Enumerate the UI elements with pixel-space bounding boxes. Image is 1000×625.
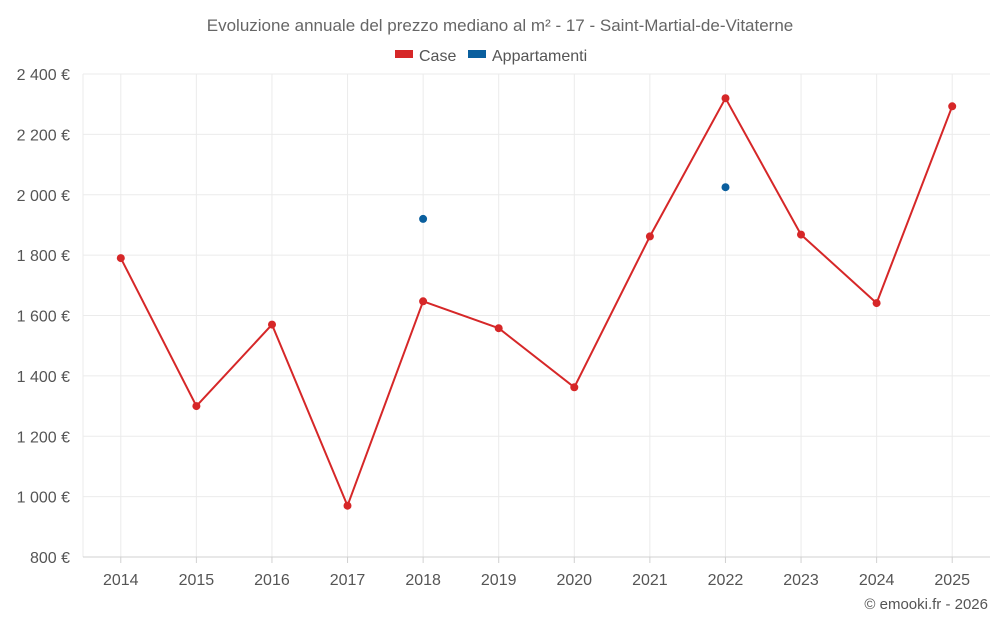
data-point-appartamenti-2018[interactable] [419, 214, 428, 223]
x-tick-label: 2022 [708, 572, 744, 589]
data-point-case-2025[interactable] [948, 102, 957, 111]
x-tick-label: 2021 [632, 572, 668, 589]
data-point-case-2020[interactable] [570, 383, 579, 392]
credit: © emooki.fr - 2026 [864, 596, 988, 613]
data-point-case-2021[interactable] [645, 232, 654, 241]
y-tick-label: 1 600 € [17, 309, 70, 326]
data-point-case-2016[interactable] [268, 320, 276, 329]
x-tick-label: 2025 [934, 572, 970, 589]
legend-label-case[interactable]: Case [419, 48, 456, 65]
legend-label-appartamenti[interactable]: Appartamenti [492, 48, 587, 65]
data-point-case-2023[interactable] [797, 230, 805, 239]
y-tick-label: 2 000 € [17, 188, 70, 205]
x-tick-label: 2017 [330, 572, 366, 589]
y-tick-label: 2 400 € [17, 67, 70, 84]
y-tick-label: 2 200 € [17, 127, 70, 144]
x-tick-label: 2015 [179, 572, 215, 589]
grid [82, 73, 990, 557]
x-tick-label: 2019 [481, 572, 517, 589]
x-tick-label: 2024 [859, 572, 895, 589]
y-tick-label: 1 000 € [17, 490, 70, 507]
legend-swatch-case [395, 50, 413, 58]
chart-title: Evoluzione annuale del prezzo mediano al… [207, 16, 794, 35]
x-tick-label: 2020 [556, 572, 592, 589]
series-line-case [119, 97, 954, 507]
series [116, 94, 957, 510]
x-tick-label: 2014 [103, 572, 139, 589]
data-point-case-2022[interactable] [721, 94, 730, 103]
data-point-case-2014[interactable] [116, 254, 125, 263]
data-point-appartamenti-2022[interactable] [721, 183, 730, 192]
data-point-case-2024[interactable] [872, 299, 881, 308]
x-tick-label: 2016 [254, 572, 290, 589]
axes: 800 € 1 000 € 1 200 € 1 400 € 1 600 € 1 800 €… [17, 67, 990, 589]
data-point-case-2015[interactable] [192, 402, 201, 411]
y-tick-label: 800 € [30, 550, 70, 567]
data-point-case-2019[interactable] [494, 324, 503, 333]
y-tick-label: 1 800 € [17, 248, 70, 265]
y-tick-label: 1 400 € [17, 369, 70, 386]
x-tick-label: 2018 [405, 572, 441, 589]
data-point-case-2017[interactable] [343, 501, 352, 510]
y-tick-label: 1 200 € [17, 429, 70, 446]
x-tick-label: 2023 [783, 572, 819, 589]
data-point-case-2018[interactable] [419, 297, 428, 306]
legend-swatch-appartamenti [468, 50, 486, 58]
legend: Case Appartamenti [395, 48, 587, 65]
